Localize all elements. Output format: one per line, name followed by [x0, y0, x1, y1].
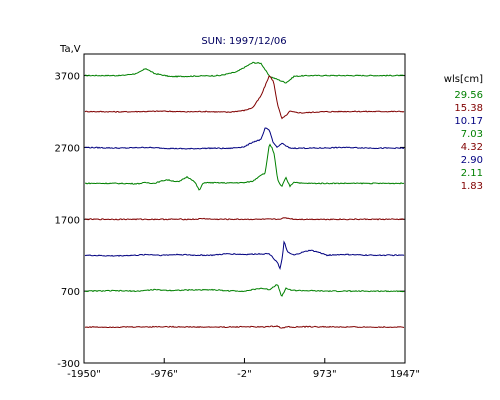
series-line-2.11 [84, 284, 405, 297]
legend-entry: 29.56 [454, 90, 483, 101]
legend-entry: 15.38 [454, 103, 483, 114]
y-axis-label: Ta,V [59, 44, 81, 55]
x-tick-label: 1947" [390, 369, 420, 380]
chart-title: SUN: 1997/12/06 [201, 36, 286, 47]
series-line-7.03 [84, 143, 404, 191]
legend-entry: 1.83 [461, 181, 483, 192]
legend-entry: 4.32 [461, 142, 483, 153]
series-line-4.32 [84, 217, 405, 221]
legend-entry: 2.90 [461, 155, 483, 166]
y-tick-label: 2700 [55, 143, 80, 154]
legend-entry: 2.11 [461, 168, 483, 179]
legend-entry: 10.17 [454, 116, 483, 127]
y-tick-label: -300 [57, 359, 80, 370]
legend-title: wls[cm] [444, 74, 483, 85]
x-tick-label: -2" [237, 369, 252, 380]
series-line-1.83 [84, 325, 405, 329]
x-axis: -1950" -976" -2" 973" 1947" [67, 358, 420, 380]
series-layer [84, 61, 405, 329]
legend-entry: 7.03 [461, 129, 483, 140]
x-tick-label: -1950" [67, 369, 101, 380]
x-tick-label: 973" [313, 369, 337, 380]
y-tick-label: 3700 [55, 72, 80, 83]
series-line-10.17 [84, 127, 405, 150]
y-axis: 3700 2700 1700 700 -300 [55, 72, 405, 370]
y-tick-label: 1700 [55, 215, 80, 226]
legend: 29.56 15.38 10.17 7.03 4.32 2.90 2.11 1.83 [454, 90, 483, 192]
series-line-29.56 [84, 61, 405, 84]
series-line-2.90 [84, 240, 405, 270]
y-tick-label: 700 [61, 287, 80, 298]
series-line-15.38 [84, 75, 405, 120]
plot-frame [83, 53, 406, 364]
x-tick-label: -976" [151, 369, 178, 380]
